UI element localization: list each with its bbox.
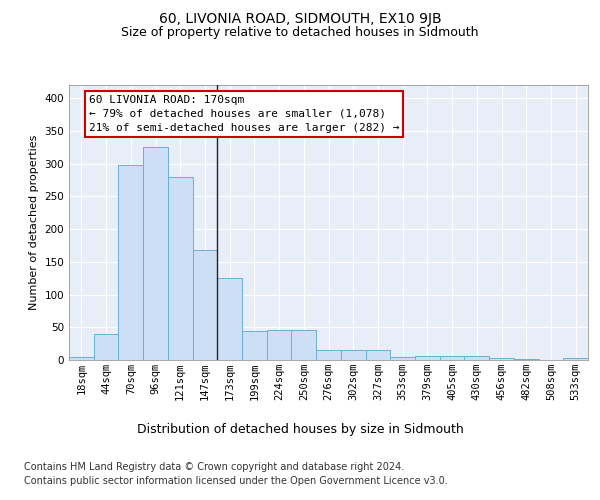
Bar: [563, 358, 588, 360]
Bar: [267, 330, 292, 360]
Text: 60 LIVONIA ROAD: 170sqm
← 79% of detached houses are smaller (1,078)
21% of semi: 60 LIVONIA ROAD: 170sqm ← 79% of detache…: [89, 95, 399, 133]
Bar: [193, 250, 217, 360]
Y-axis label: Number of detached properties: Number of detached properties: [29, 135, 39, 310]
Text: Contains HM Land Registry data © Crown copyright and database right 2024.: Contains HM Land Registry data © Crown c…: [24, 462, 404, 472]
Bar: [341, 350, 365, 360]
Bar: [242, 330, 267, 360]
Bar: [464, 356, 489, 360]
Bar: [143, 146, 168, 360]
Text: Contains public sector information licensed under the Open Government Licence v3: Contains public sector information licen…: [24, 476, 448, 486]
Bar: [292, 330, 316, 360]
Text: Distribution of detached houses by size in Sidmouth: Distribution of detached houses by size …: [137, 422, 463, 436]
Bar: [94, 334, 118, 360]
Bar: [168, 178, 193, 360]
Bar: [365, 350, 390, 360]
Bar: [316, 350, 341, 360]
Bar: [217, 278, 242, 360]
Bar: [489, 358, 514, 360]
Bar: [440, 356, 464, 360]
Bar: [69, 358, 94, 360]
Bar: [118, 165, 143, 360]
Bar: [415, 356, 440, 360]
Text: Size of property relative to detached houses in Sidmouth: Size of property relative to detached ho…: [121, 26, 479, 39]
Bar: [390, 356, 415, 360]
Text: 60, LIVONIA ROAD, SIDMOUTH, EX10 9JB: 60, LIVONIA ROAD, SIDMOUTH, EX10 9JB: [158, 12, 442, 26]
